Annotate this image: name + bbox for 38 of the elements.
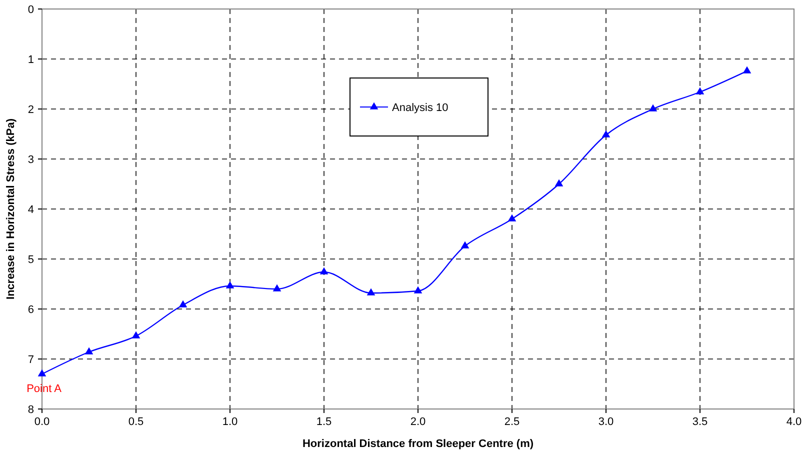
x-tick-label: 0.5 — [128, 416, 144, 428]
point — [84, 347, 94, 354]
x-tick-label: 1.0 — [222, 416, 238, 428]
legend-label: Analysis 10 — [392, 102, 448, 114]
y-tick-label: 3 — [28, 154, 34, 166]
x-tick-label: 3.0 — [598, 416, 614, 428]
point — [648, 104, 658, 112]
point — [460, 241, 470, 248]
point — [366, 288, 376, 296]
x-tick-label: 2.5 — [504, 416, 520, 428]
annotation: Point A — [26, 383, 62, 395]
x-tick-label: 1.5 — [316, 416, 332, 428]
y-tick-label: 0 — [28, 4, 34, 16]
y-tick-label: 1 — [28, 54, 34, 66]
y-axis-title: Increase in Horizontal Stress (kPa) — [5, 118, 17, 300]
point — [414, 286, 422, 294]
x-tick-label: 3.5 — [692, 416, 708, 428]
x-axis-title: Horizontal Distance from Sleeper Centre (m) — [302, 438, 534, 450]
point — [178, 300, 188, 308]
point — [320, 267, 328, 274]
point — [696, 87, 704, 94]
y-tick-label: 4 — [28, 204, 34, 216]
y-tick-label: 5 — [28, 254, 34, 266]
point — [226, 281, 234, 288]
point — [508, 214, 516, 222]
point — [132, 331, 140, 338]
y-tick-label: 6 — [28, 304, 34, 316]
x-tick-label: 4.0 — [786, 416, 802, 428]
point — [602, 130, 610, 138]
point — [272, 284, 282, 292]
y-tick-label: 7 — [28, 354, 34, 366]
point — [554, 179, 564, 186]
point — [742, 66, 752, 74]
x-tick-label: 0.0 — [34, 416, 50, 428]
x-tick-label: 2.0 — [410, 416, 426, 428]
y-tick-label: 8 — [28, 404, 34, 416]
y-tick-label: 2 — [28, 104, 34, 116]
point — [38, 369, 46, 376]
